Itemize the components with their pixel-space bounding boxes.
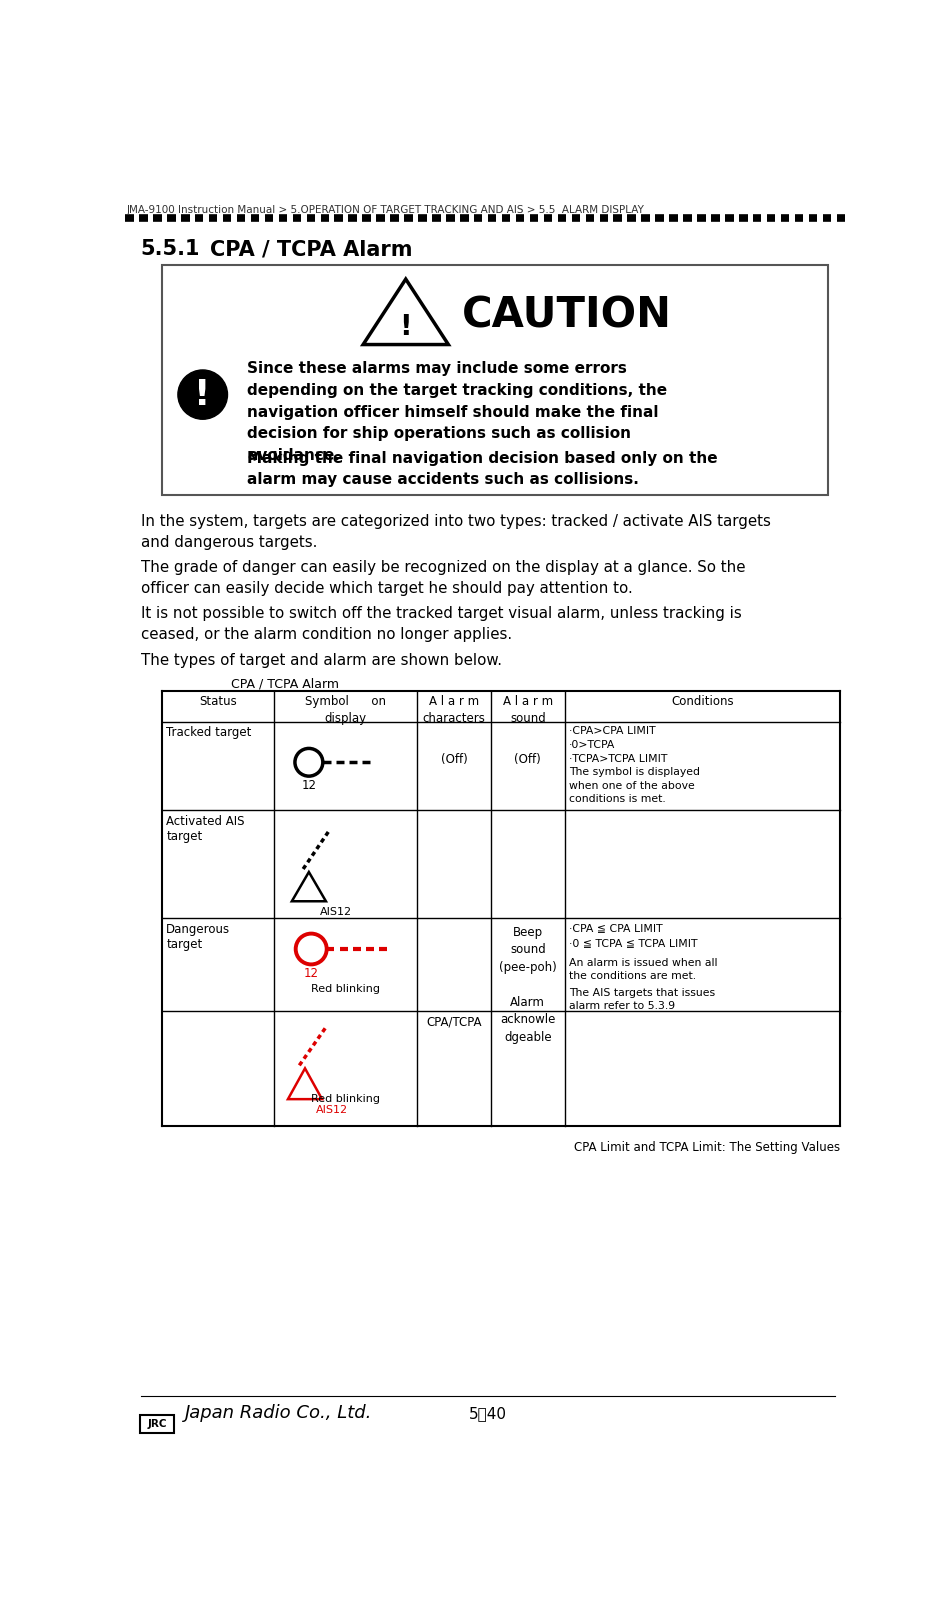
Text: AIS12: AIS12 — [316, 1105, 348, 1115]
Text: CPA / TCPA Alarm: CPA / TCPA Alarm — [210, 240, 413, 259]
Text: An alarm is issued when all
the conditions are met.: An alarm is issued when all the conditio… — [569, 959, 718, 982]
Text: ·CPA>CPA LIMIT
·0>TCPA
·TCPA>TCPA LIMIT
The symbol is displayed
when one of the : ·CPA>CPA LIMIT ·0>TCPA ·TCPA>TCPA LIMIT … — [569, 726, 701, 805]
Text: Since these alarms may include some errors
depending on the target tracking cond: Since these alarms may include some erro… — [247, 361, 667, 463]
Text: Beep
sound
(pee-poh)

Alarm
acknowle
dgeable: Beep sound (pee-poh) Alarm acknowle dgea… — [499, 927, 557, 1043]
Text: A l a r m
characters: A l a r m characters — [423, 695, 486, 724]
Text: Symbol      on
display: Symbol on display — [306, 695, 387, 724]
Text: 12: 12 — [302, 779, 316, 792]
Text: The grade of danger can easily be recognized on the display at a glance. So the
: The grade of danger can easily be recogn… — [141, 561, 745, 596]
Text: Red blinking: Red blinking — [311, 983, 380, 993]
Text: CAUTION: CAUTION — [462, 295, 671, 337]
Text: AIS12: AIS12 — [320, 907, 352, 917]
Text: !: ! — [400, 313, 412, 340]
Text: A l a r m
sound: A l a r m sound — [503, 695, 553, 724]
Text: Japan Radio Co., Ltd.: Japan Radio Co., Ltd. — [185, 1405, 372, 1422]
Text: CPA/TCPA: CPA/TCPA — [426, 1016, 482, 1029]
Text: (Off): (Off) — [441, 753, 467, 766]
Text: CPA Limit and TCPA Limit: The Setting Values: CPA Limit and TCPA Limit: The Setting Va… — [574, 1142, 840, 1155]
Text: JRC: JRC — [148, 1419, 167, 1429]
Text: Red blinking: Red blinking — [311, 1094, 380, 1103]
Polygon shape — [363, 279, 448, 345]
Text: ·0 ≦ TCPA ≦ TCPA LIMIT: ·0 ≦ TCPA ≦ TCPA LIMIT — [569, 938, 698, 948]
Text: !: ! — [194, 377, 211, 411]
Text: JMA-9100 Instruction Manual > 5.OPERATION OF TARGET TRACKING AND AIS > 5.5  ALAR: JMA-9100 Instruction Manual > 5.OPERATIO… — [127, 206, 645, 215]
Polygon shape — [288, 1068, 322, 1098]
Polygon shape — [292, 872, 326, 901]
Text: Conditions: Conditions — [671, 695, 733, 708]
Text: 5.5.1: 5.5.1 — [141, 240, 200, 259]
Circle shape — [178, 369, 228, 420]
FancyBboxPatch shape — [140, 1414, 174, 1434]
Text: Status: Status — [199, 695, 237, 708]
Text: In the system, targets are categorized into two types: tracked / activate AIS ta: In the system, targets are categorized i… — [141, 514, 770, 549]
Text: 5－40: 5－40 — [469, 1406, 506, 1421]
Text: 12: 12 — [304, 967, 319, 980]
Text: It is not possible to switch off the tracked target visual alarm, unless trackin: It is not possible to switch off the tra… — [141, 606, 742, 643]
Text: Making the final navigation decision based only on the
alarm may cause accidents: Making the final navigation decision bas… — [247, 450, 718, 488]
Text: (Off): (Off) — [514, 753, 541, 766]
Text: CPA / TCPA Alarm: CPA / TCPA Alarm — [231, 677, 339, 692]
Text: Dangerous
target: Dangerous target — [167, 923, 230, 951]
Text: The AIS targets that issues
alarm refer to 5.3.9: The AIS targets that issues alarm refer … — [569, 988, 715, 1011]
Text: The types of target and alarm are shown below.: The types of target and alarm are shown … — [141, 653, 502, 667]
Text: ·CPA ≦ CPA LIMIT: ·CPA ≦ CPA LIMIT — [569, 923, 663, 933]
FancyBboxPatch shape — [162, 266, 828, 494]
Text: Activated AIS
target: Activated AIS target — [167, 815, 245, 842]
Text: Tracked target: Tracked target — [167, 726, 251, 739]
